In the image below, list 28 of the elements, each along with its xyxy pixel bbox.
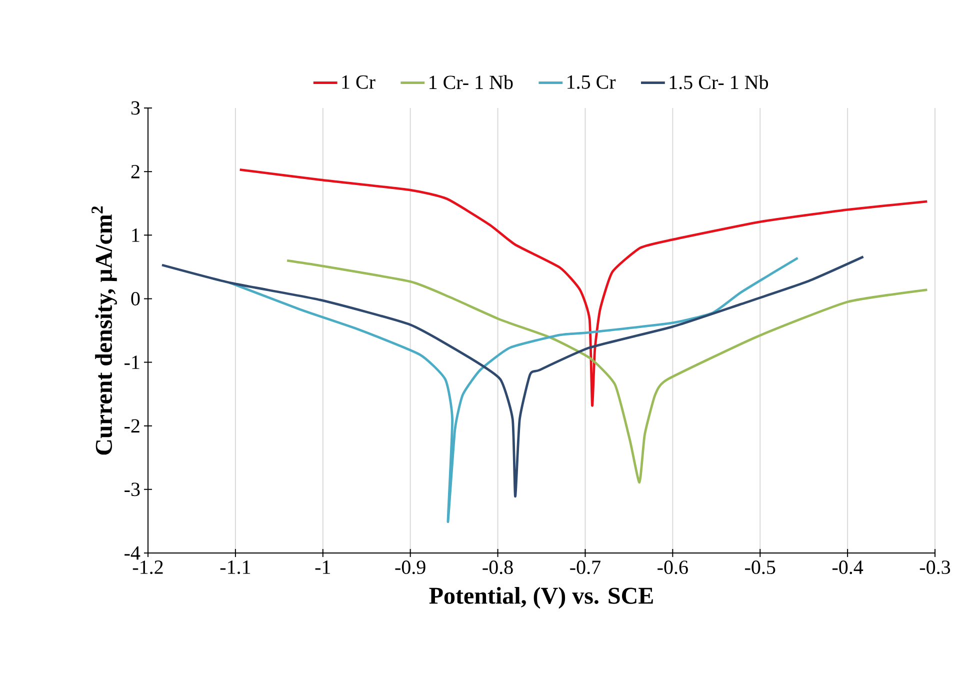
- line-series: [238, 168, 928, 407]
- x-tick-label: -1: [315, 560, 330, 574]
- y-tick-label: -4: [124, 546, 140, 560]
- x-tick-label: -0.6: [658, 560, 688, 574]
- x-tick-label: -1.2: [132, 560, 163, 574]
- legend-label: 1 Cr- 1 Nb: [430, 75, 513, 90]
- x-tick-label: -1.1: [220, 560, 250, 574]
- y-tick-label: -1: [124, 356, 140, 369]
- y-tick-label: 3: [131, 101, 140, 115]
- x-axis-title: Potential, (V) vs. SCE: [429, 586, 653, 609]
- y-tick-label: -3: [124, 482, 140, 496]
- x-tick-label: -0.3: [920, 560, 950, 574]
- line-series: [229, 256, 799, 524]
- x-tick-label: -0.7: [570, 560, 600, 574]
- legend-label: 1 Cr: [342, 75, 376, 89]
- legend-label: 1.5 Cr: [568, 75, 616, 89]
- line-series: [286, 259, 928, 484]
- x-tick-label: -0.4: [832, 560, 864, 574]
- y-axis-title: Current density, μA/cm$^{2}$: [92, 206, 117, 455]
- x-tick-label: -0.8: [482, 560, 513, 574]
- legend-label: 1.5 Cr- 1 Nb: [670, 75, 768, 90]
- y-tick-label: 2: [131, 164, 140, 178]
- line-series: [160, 256, 864, 498]
- x-tick-label: -0.9: [395, 560, 426, 574]
- y-tick-label: 1: [132, 228, 140, 242]
- y-tick-label: -2: [124, 419, 140, 432]
- y-tick-label: 0: [131, 292, 140, 306]
- x-tick-label: -0.5: [745, 560, 776, 574]
